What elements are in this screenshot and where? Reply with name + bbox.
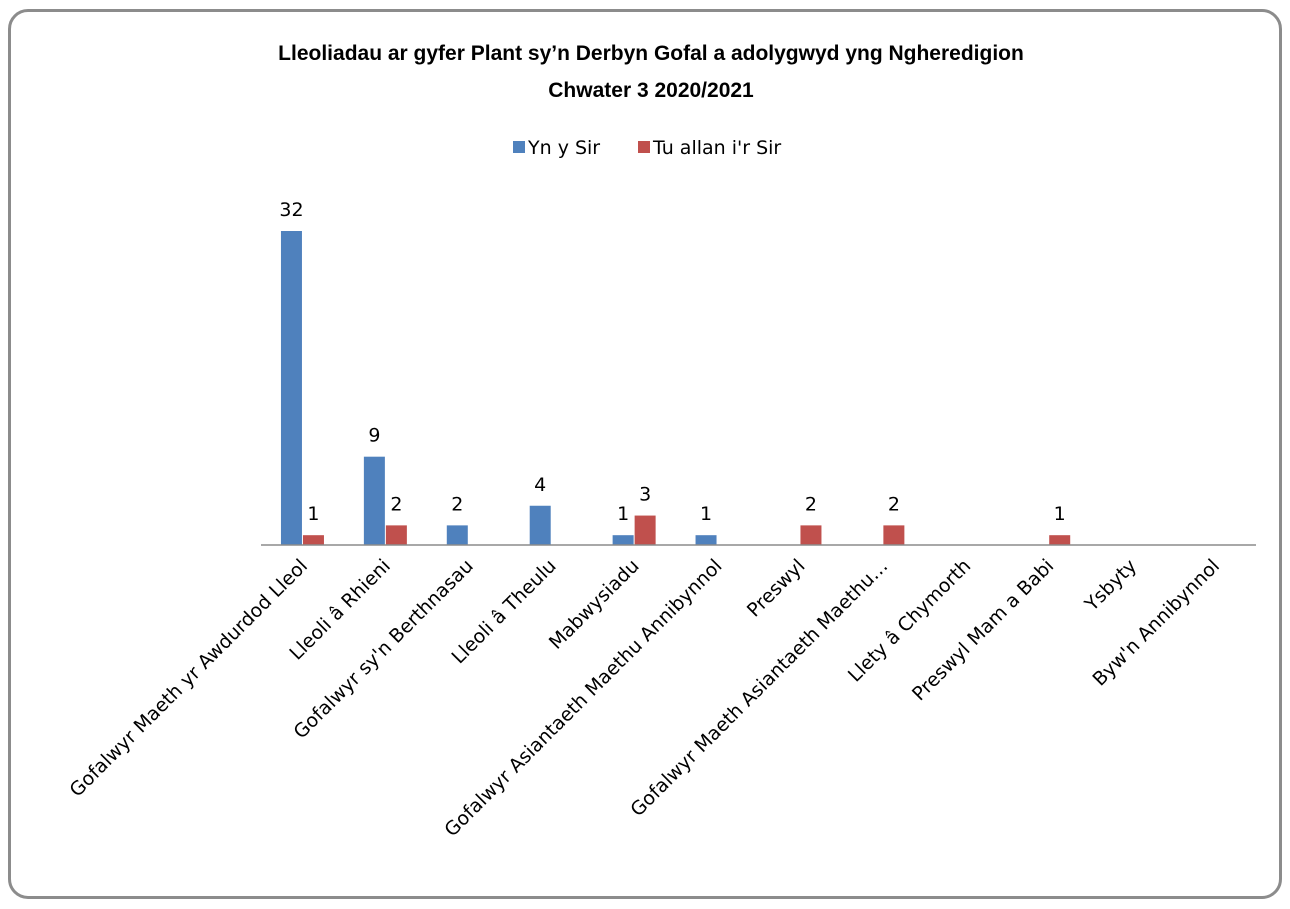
bar-chart: Lleoliadau ar gyfer Plant sy’n Derbyn Go… xyxy=(66,42,1256,841)
category-label-preswyl-mam-a-babi: Preswyl Mam a Babi xyxy=(908,555,1058,705)
chart-title-line-1: Lleoliadau ar gyfer Plant sy’n Derbyn Go… xyxy=(278,42,1024,65)
bar-tu-allan-i-r-sir-gofalwyr-maeth-yr-awdurdod-lleol xyxy=(302,535,324,545)
data-label-yn-y-sir-gofalwyr-maeth-yr-awdurdod-lleol: 32 xyxy=(279,199,303,221)
bar-yn-y-sir-lleoli-a-rhieni xyxy=(363,456,385,545)
bar-yn-y-sir-lleoli-a-theulu xyxy=(529,505,551,545)
bar-tu-allan-i-r-sir-gofalwyr-maeth-asiantaeth-maethu xyxy=(883,525,905,545)
data-label-tu-allan-i-r-sir-gofalwyr-maeth-yr-awdurdod-lleol: 1 xyxy=(307,503,319,525)
bar-tu-allan-i-r-sir-mabwysiadu xyxy=(634,515,656,545)
chart-title-line-2: Chwater 3 2020/2021 xyxy=(548,79,754,102)
data-label-tu-allan-i-r-sir-mabwysiadu: 3 xyxy=(639,484,651,506)
data-label-yn-y-sir-lleoli-a-theulu: 4 xyxy=(534,474,546,496)
chart-frame: Lleoliadau ar gyfer Plant sy’n Derbyn Go… xyxy=(8,9,1282,899)
legend-swatch-yn-y-sir xyxy=(513,141,525,153)
data-label-tu-allan-i-r-sir-preswyl: 2 xyxy=(805,493,817,515)
bar-tu-allan-i-r-sir-lleoli-a-rhieni xyxy=(385,525,407,545)
category-label-gofalwyr-asiantaeth-maethu-annibynnol: Gofalwyr Asiantaeth Maethu Annibynnol xyxy=(440,555,726,841)
bar-tu-allan-i-r-sir-preswyl xyxy=(800,525,822,545)
legend: Yn y Sir Tu allan i'r Sir xyxy=(513,137,781,159)
data-label-tu-allan-i-r-sir-gofalwyr-maeth-asiantaeth-maethu: 2 xyxy=(888,493,900,515)
legend-label-tu-allan: Tu allan i'r Sir xyxy=(652,137,781,159)
category-label-ysbyty: Ysbyty xyxy=(1080,555,1141,616)
data-label-yn-y-sir-lleoli-a-rhieni: 9 xyxy=(368,425,380,447)
data-label-yn-y-sir-mabwysiadu: 1 xyxy=(617,503,629,525)
category-label-preswyl: Preswyl xyxy=(743,555,810,622)
bars-layer xyxy=(280,231,1071,545)
bar-yn-y-sir-gofalwyr-asiantaeth-maethu-annibynnol xyxy=(695,535,717,545)
bar-tu-allan-i-r-sir-preswyl-mam-a-babi xyxy=(1049,535,1071,545)
legend-swatch-tu-allan xyxy=(638,141,650,153)
data-label-tu-allan-i-r-sir-preswyl-mam-a-babi: 1 xyxy=(1054,503,1066,525)
data-label-tu-allan-i-r-sir-lleoli-a-rhieni: 2 xyxy=(390,493,402,515)
legend-label-yn-y-sir: Yn y Sir xyxy=(527,137,600,159)
bar-yn-y-sir-gofalwyr-maeth-yr-awdurdod-lleol xyxy=(280,231,302,545)
bar-yn-y-sir-gofalwyr-sy-n-berthnasau xyxy=(446,525,468,545)
data-label-yn-y-sir-gofalwyr-sy-n-berthnasau: 2 xyxy=(451,493,463,515)
category-label-gofalwyr-sy-n-berthnasau: Gofalwyr sy'n Berthnasau xyxy=(289,555,477,743)
data-label-yn-y-sir-gofalwyr-asiantaeth-maethu-annibynnol: 1 xyxy=(700,503,712,525)
bar-yn-y-sir-mabwysiadu xyxy=(612,535,634,545)
category-label-gofalwyr-maeth-yr-awdurdod-lleol: Gofalwyr Maeth yr Awdurdod Lleol xyxy=(66,555,312,801)
